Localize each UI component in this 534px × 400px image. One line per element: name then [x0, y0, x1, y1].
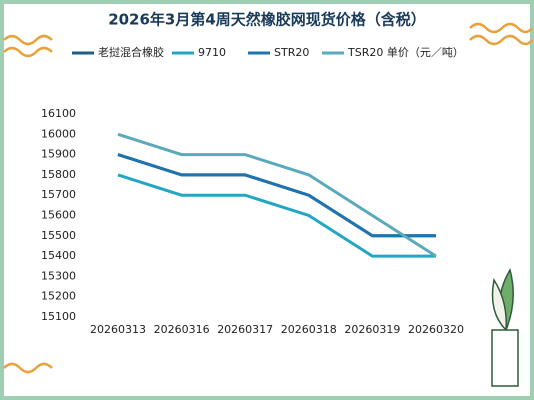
legend-label: STR20	[274, 46, 309, 59]
y-tick-label: 15700	[41, 188, 76, 201]
legend-label: 9710	[198, 46, 226, 59]
decoration	[3, 34, 53, 58]
legend-label: 老挝混合橡胶	[98, 45, 164, 59]
decoration	[3, 362, 53, 374]
y-tick-label: 15600	[41, 209, 76, 222]
y-tick-label: 15100	[41, 310, 76, 323]
x-tick-label: 20260313	[90, 323, 146, 336]
series-line	[117, 153, 436, 238]
plant	[491, 268, 519, 387]
x-tick-label: 20260317	[217, 323, 273, 336]
series-line	[117, 173, 436, 258]
y-tick-label: 15800	[41, 168, 76, 181]
y-tick-label: 15500	[41, 229, 76, 242]
y-tick-label: 16100	[41, 107, 76, 120]
y-tick-label: 15400	[41, 249, 76, 262]
x-tick-label: 20260320	[408, 323, 464, 336]
x-tick-label: 20260319	[344, 323, 400, 336]
chart-title: 2026年3月第4周天然橡胶网现货价格（含税）	[108, 11, 426, 29]
y-tick-label: 15300	[41, 269, 76, 282]
decoration	[469, 22, 533, 46]
legend-label: TSR20 单价（元／吨）	[347, 46, 464, 59]
y-tick-label: 15200	[41, 290, 76, 303]
x-tick-label: 20260316	[154, 323, 210, 336]
y-tick-label: 16000	[41, 127, 76, 140]
y-tick-label: 15900	[41, 148, 76, 161]
series-line	[117, 132, 437, 258]
x-tick-label: 20260318	[281, 323, 337, 336]
